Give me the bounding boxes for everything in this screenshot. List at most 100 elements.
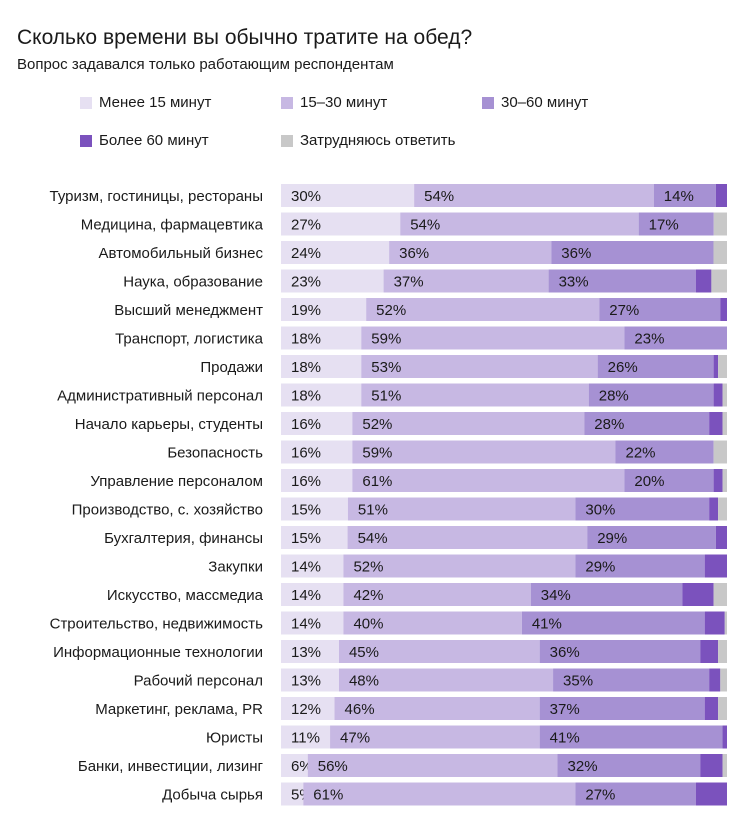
bar-segment bbox=[281, 668, 339, 692]
bar-segment bbox=[352, 440, 616, 464]
bar-segment bbox=[713, 469, 723, 492]
bar-segment bbox=[400, 212, 639, 236]
bar-segment bbox=[281, 326, 362, 350]
bar-segment bbox=[720, 298, 727, 321]
bar-row: Производство, с. хозяйство 15% 51% 30% bbox=[72, 497, 727, 521]
data-label: 54% bbox=[424, 188, 454, 205]
bar-segment bbox=[343, 583, 531, 606]
data-label: 61% bbox=[362, 473, 392, 490]
bar-segment bbox=[575, 497, 710, 521]
bar-segment bbox=[709, 497, 719, 521]
legend-swatch bbox=[281, 134, 293, 147]
data-label: 18% bbox=[291, 331, 321, 348]
data-label: 28% bbox=[594, 416, 624, 433]
data-label: 32% bbox=[568, 758, 598, 775]
data-label: 54% bbox=[358, 530, 388, 547]
bar-segment bbox=[281, 725, 331, 749]
data-label: 28% bbox=[599, 388, 629, 405]
bar-segment bbox=[361, 355, 598, 378]
data-label: 41% bbox=[532, 616, 562, 633]
legend-label: 15–30 минут bbox=[300, 94, 388, 111]
bar-segment bbox=[713, 583, 727, 606]
data-label: 36% bbox=[399, 245, 429, 262]
data-label: 18% bbox=[291, 388, 321, 405]
data-label: 16% bbox=[291, 445, 321, 462]
bar-segment bbox=[695, 782, 727, 806]
data-label: 30% bbox=[585, 502, 615, 519]
category-label: Медицина, фармацевтика bbox=[81, 217, 264, 234]
bar-row: Бухгалтерия, финансы 15% 54% 29% bbox=[104, 526, 727, 549]
data-label: 53% bbox=[371, 359, 401, 376]
bar-row: Административный персонал 18% 51% 28% bbox=[57, 383, 727, 407]
bar-segment bbox=[530, 583, 683, 606]
bar-segment bbox=[713, 355, 719, 378]
legend-item-no-answer: Затрудняюсь ответить bbox=[281, 132, 455, 149]
data-label: 14% bbox=[291, 616, 321, 633]
bar-row: Юристы 11% 47% 41% bbox=[206, 725, 727, 749]
bar-segment bbox=[709, 668, 721, 692]
bar-segment bbox=[383, 269, 549, 293]
category-label: Бухгалтерия, финансы bbox=[104, 530, 263, 547]
bar-segment bbox=[713, 212, 727, 236]
bar-segment bbox=[709, 412, 723, 435]
bar-segment bbox=[539, 640, 701, 663]
data-label: 42% bbox=[353, 587, 383, 604]
bar-segment bbox=[722, 412, 727, 435]
data-label: 37% bbox=[550, 701, 580, 718]
data-label: 41% bbox=[550, 730, 580, 747]
data-label: 37% bbox=[394, 274, 424, 291]
bar-segment bbox=[715, 526, 727, 549]
bar-segment bbox=[722, 754, 727, 777]
bar-segment bbox=[724, 611, 727, 635]
bar-segment bbox=[521, 611, 705, 635]
data-label: 36% bbox=[561, 245, 591, 262]
data-label: 59% bbox=[362, 445, 392, 462]
bar-segment bbox=[281, 469, 353, 492]
bar-segment bbox=[713, 241, 727, 264]
legend-label: Менее 15 минут bbox=[99, 94, 212, 111]
data-label: 15% bbox=[291, 502, 321, 519]
bar-row: Информационные технологии 13% 45% 36% bbox=[53, 640, 727, 663]
bar-segment bbox=[722, 725, 727, 749]
bar-segment bbox=[575, 554, 705, 578]
bar-segment bbox=[281, 640, 339, 663]
bar-segment bbox=[347, 497, 576, 521]
legend-swatch bbox=[80, 134, 92, 147]
bar-segment bbox=[615, 440, 714, 464]
bar-segment bbox=[281, 355, 362, 378]
data-label: 52% bbox=[376, 302, 406, 319]
category-label: Производство, с. хозяйство bbox=[72, 502, 263, 519]
category-label: Наука, образование bbox=[123, 274, 263, 291]
legend-item-under-15: Менее 15 минут bbox=[80, 94, 211, 111]
data-label: 34% bbox=[541, 587, 571, 604]
data-label: 30% bbox=[291, 188, 321, 205]
bar-row: Медицина, фармацевтика 27% 54% 17% bbox=[81, 212, 727, 236]
bar-segment bbox=[281, 497, 348, 521]
data-label: 29% bbox=[597, 530, 627, 547]
chart-title: Сколько времени вы обычно тратите на обе… bbox=[17, 26, 473, 49]
category-label: Туризм, гостиницы, рестораны bbox=[50, 188, 263, 205]
data-label: 11% bbox=[291, 730, 320, 747]
bar-segment bbox=[575, 782, 696, 806]
data-label: 54% bbox=[410, 217, 440, 234]
bar-segment bbox=[587, 526, 716, 549]
bar-segment bbox=[343, 554, 576, 578]
bar-segment bbox=[281, 440, 353, 464]
bar-segment bbox=[414, 184, 654, 207]
category-label: Искусство, массмедиа bbox=[107, 587, 264, 604]
bar-row: Рабочий персонал 13% 48% 35% bbox=[134, 668, 727, 692]
data-label: 51% bbox=[358, 502, 388, 519]
data-label: 23% bbox=[634, 331, 664, 348]
bar-row: Продажи 18% 53% 26% bbox=[200, 355, 727, 378]
data-label: 20% bbox=[634, 473, 664, 490]
data-label: 48% bbox=[349, 673, 379, 690]
data-label: 40% bbox=[353, 616, 383, 633]
bar-segment bbox=[361, 383, 589, 407]
bar-segment bbox=[718, 640, 727, 663]
bar-row: Управление персоналом 16% 61% 20% bbox=[90, 469, 727, 492]
bar-segment bbox=[343, 611, 522, 635]
category-label: Транспорт, логистика bbox=[115, 331, 264, 348]
data-label: 52% bbox=[353, 559, 383, 576]
legend-swatch bbox=[281, 96, 293, 109]
bar-row: Банки, инвестиции, лизинг 6% 56% 32% bbox=[78, 754, 727, 777]
